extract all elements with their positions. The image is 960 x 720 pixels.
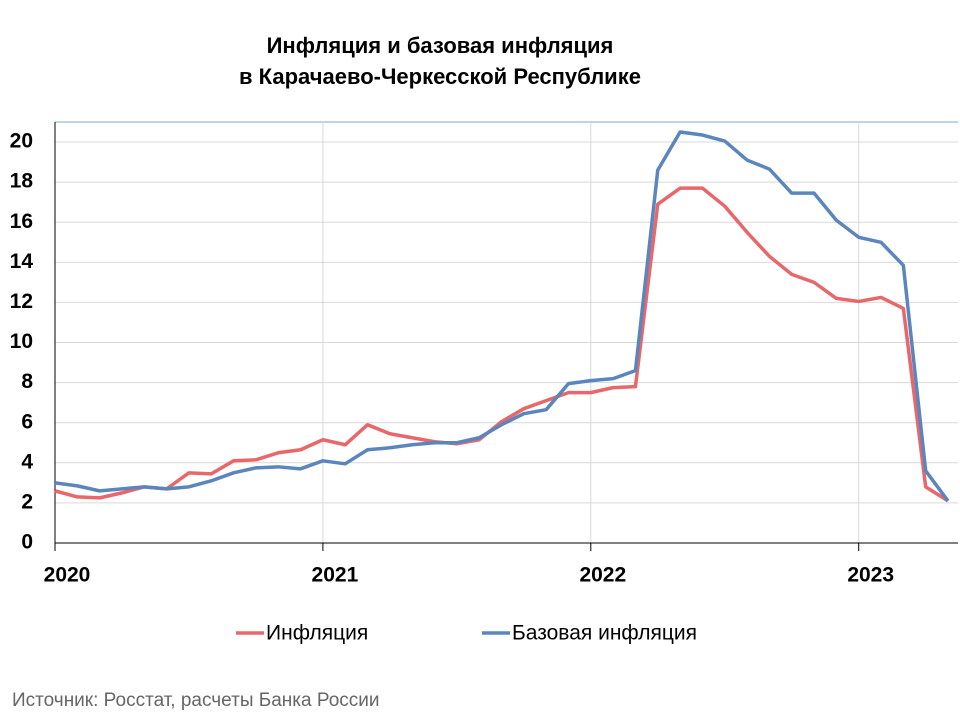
y-tick-label: 0: [21, 531, 33, 554]
x-tick-label: 2020: [44, 564, 91, 587]
legend-label: Инфляция: [266, 622, 368, 645]
y-tick-label: 18: [10, 170, 34, 193]
y-tick-label: 14: [10, 250, 34, 273]
y-tick-label: 16: [10, 210, 33, 233]
chart-title: Инфляция и базовая инфляция: [267, 33, 614, 58]
line-series: [54, 130, 950, 502]
y-tick-label: 6: [21, 410, 33, 433]
line-series: [54, 186, 949, 503]
y-tick-label: 8: [21, 370, 33, 393]
legend-label: Базовая инфляция: [512, 622, 697, 645]
y-tick-label: 12: [10, 290, 33, 313]
y-tick-label: 10: [10, 330, 33, 353]
source-note: Источник: Росстат, расчеты Банка России: [12, 690, 380, 711]
chart-subtitle: в Карачаево-Черкесской Республике: [239, 64, 641, 89]
x-tick-label: 2022: [579, 564, 626, 587]
y-tick-label: 2: [21, 490, 33, 513]
y-tick-label: 20: [10, 130, 33, 153]
y-tick-label: 4: [21, 450, 33, 473]
x-tick-label: 2023: [847, 564, 894, 587]
x-tick-label: 2021: [312, 564, 359, 587]
